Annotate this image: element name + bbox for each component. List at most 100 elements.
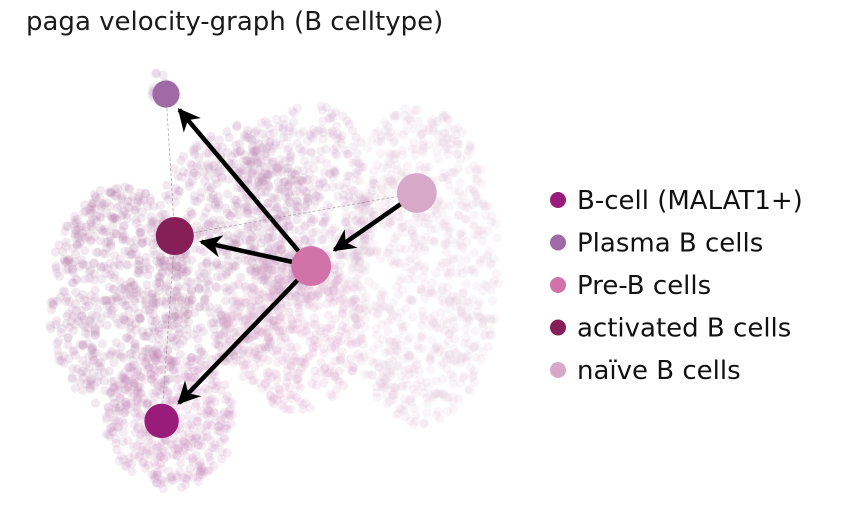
cell-point: [110, 382, 120, 392]
cell-point: [380, 118, 390, 128]
cell-point: [448, 379, 458, 389]
cell-point: [169, 364, 179, 374]
cell-point: [277, 270, 287, 280]
cell-point: [275, 273, 285, 283]
cell-point: [408, 419, 418, 429]
cell-point: [187, 176, 197, 186]
cell-point: [290, 169, 300, 179]
cell-point: [291, 356, 301, 366]
cell-point: [279, 119, 289, 129]
cell-point: [127, 376, 137, 387]
cell-point: [156, 253, 166, 263]
cell-point: [191, 431, 201, 441]
cell-point: [429, 310, 440, 320]
cell-point: [48, 299, 59, 309]
cell-point: [192, 416, 202, 426]
cell-point: [160, 351, 171, 361]
cell-point: [178, 473, 188, 483]
cell-point: [223, 311, 233, 321]
cell-point: [338, 309, 348, 319]
cell-point: [277, 319, 287, 329]
cell-point: [391, 341, 402, 351]
cell-point: [244, 345, 254, 355]
cell-point: [222, 313, 232, 323]
cell-point: [115, 261, 125, 271]
cell-point: [287, 167, 297, 177]
cell-point: [397, 146, 408, 156]
cell-point: [389, 259, 399, 270]
cell-point: [72, 239, 82, 249]
cell-point: [157, 267, 167, 277]
cell-point: [166, 256, 177, 267]
cell-point: [345, 353, 356, 364]
cell-point: [133, 197, 143, 207]
cell-point: [390, 256, 401, 266]
cell-point: [111, 349, 122, 359]
cell-point: [88, 199, 98, 209]
cell-point: [404, 114, 414, 124]
cell-point: [109, 261, 119, 271]
cell-point: [272, 383, 282, 393]
cell-point: [357, 201, 367, 211]
cell-point: [284, 197, 295, 207]
cell-point: [216, 330, 226, 340]
cell-point: [70, 229, 80, 239]
cell-point: [138, 233, 148, 243]
cell-point: [63, 309, 74, 319]
cell-point: [314, 180, 324, 190]
cell-point: [325, 292, 336, 303]
cell-point: [422, 408, 432, 418]
cell-point: [155, 479, 165, 489]
cell-point: [480, 279, 490, 289]
cell-point: [295, 383, 305, 393]
cell-point: [132, 385, 143, 395]
cell-point: [67, 304, 78, 314]
cell-point: [261, 292, 272, 302]
cell-point: [231, 261, 241, 271]
cell-point: [247, 289, 257, 300]
cell-point: [123, 435, 133, 446]
cell-point: [330, 278, 340, 288]
cell-point: [250, 263, 261, 274]
cell-point: [473, 311, 483, 321]
cell-point: [355, 312, 365, 322]
cell-point: [110, 270, 120, 280]
cell-point: [232, 250, 243, 260]
cell-point: [364, 195, 375, 205]
cell-point: [130, 342, 140, 352]
cell-point: [213, 426, 223, 436]
cell-point: [342, 285, 352, 295]
cell-point: [309, 335, 319, 345]
cell-point: [189, 329, 199, 339]
cell-point: [379, 291, 389, 301]
cell-point: [102, 320, 112, 330]
cell-point: [76, 368, 86, 378]
graph-edges: [161, 94, 417, 421]
cell-point: [53, 345, 63, 355]
cell-point: [89, 368, 99, 378]
cell-point: [424, 140, 435, 150]
cell-point: [196, 273, 206, 283]
cell-point: [402, 116, 412, 126]
cell-point: [106, 236, 116, 246]
cell-point: [414, 165, 424, 175]
cell-point: [156, 258, 166, 268]
cell-point: [320, 227, 330, 238]
cell-point: [358, 162, 368, 172]
cell-point: [280, 176, 290, 186]
cell-point: [305, 237, 315, 247]
cell-point: [72, 364, 82, 374]
cell-point: [168, 306, 178, 316]
cell-point: [439, 168, 449, 179]
cell-point: [430, 204, 440, 215]
cell-point: [176, 156, 186, 166]
cell-point: [123, 362, 133, 372]
cell-point: [129, 378, 139, 389]
cell-point: [285, 325, 295, 335]
cell-point: [115, 389, 125, 399]
cell-point: [173, 171, 183, 181]
cell-point: [101, 238, 111, 248]
cell-point: [164, 356, 174, 366]
cell-point: [291, 292, 301, 302]
cell-point: [417, 287, 427, 297]
